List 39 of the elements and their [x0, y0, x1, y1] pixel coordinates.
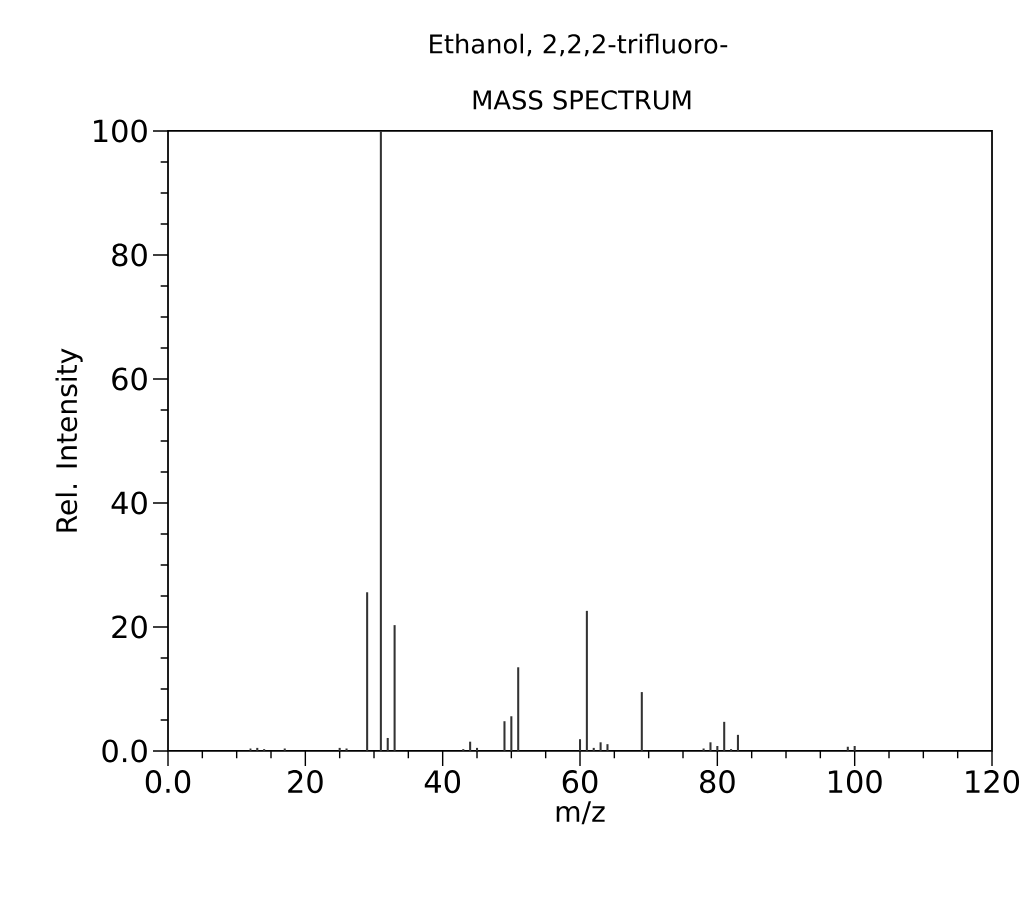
- bar: [640, 692, 643, 751]
- bar: [379, 130, 382, 751]
- chart-title: Ethanol, 2,2,2-trifluoro-: [430, 33, 728, 57]
- bar: [386, 737, 389, 751]
- bar: [517, 667, 520, 751]
- x-tick-label: 120: [966, 770, 1020, 794]
- bar: [606, 744, 609, 751]
- y-tick-label: 60: [112, 367, 147, 391]
- x-tick-label: 0.0: [145, 770, 191, 794]
- bar: [592, 747, 595, 751]
- bar: [475, 747, 479, 751]
- x-tick-label: 40: [424, 770, 461, 794]
- bar: [393, 625, 396, 751]
- y-tick-label: 40: [111, 491, 147, 515]
- bar: [736, 734, 739, 751]
- bar: [366, 592, 369, 751]
- bar: [585, 610, 588, 751]
- bar: [578, 739, 582, 751]
- x-tick-label: 80: [700, 770, 735, 794]
- y-axis-title: Rel. Intensity: [55, 348, 83, 532]
- bar: [510, 716, 513, 751]
- y-tick-label: 0.0: [102, 739, 147, 763]
- bar: [469, 741, 472, 751]
- bar: [503, 721, 506, 751]
- bar: [599, 742, 602, 751]
- bar: [853, 746, 856, 751]
- bar: [716, 746, 719, 751]
- y-tick-label: 20: [112, 615, 147, 639]
- bar: [709, 742, 712, 751]
- x-tick-label: 20: [288, 770, 323, 794]
- bar: [338, 747, 341, 751]
- chart-subtitle: MASS SPECTRUM: [473, 90, 691, 110]
- bar: [256, 747, 259, 751]
- x-axis-title: m/z: [556, 801, 605, 825]
- x-tick-label: 100: [828, 770, 882, 794]
- bar: [723, 721, 726, 751]
- y-tick-label: 80: [112, 243, 147, 267]
- y-tick-label: 100: [94, 119, 147, 143]
- x-tick-label: 60: [562, 770, 598, 794]
